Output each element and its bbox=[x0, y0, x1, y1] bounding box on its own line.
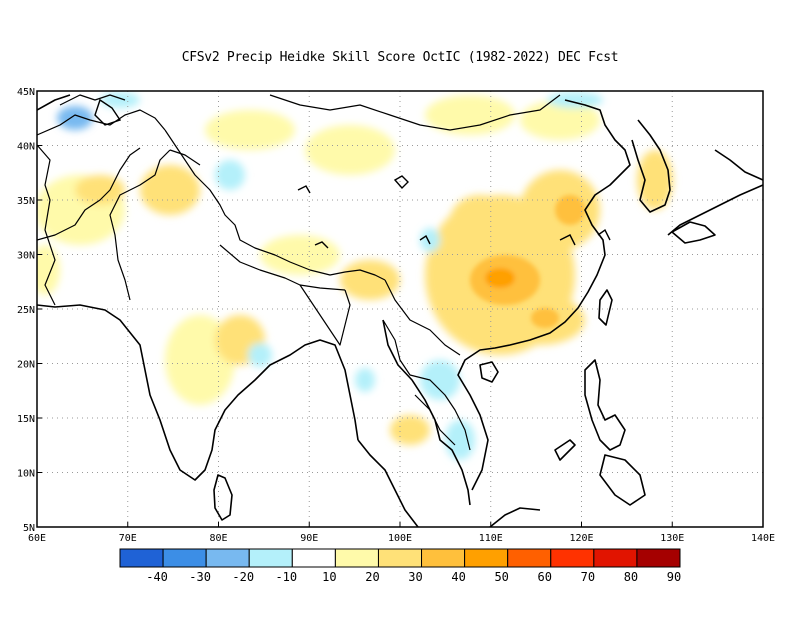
shading-mongolia bbox=[425, 95, 515, 135]
colorbar-swatch bbox=[507, 548, 552, 568]
lakes-rivers bbox=[94, 98, 611, 249]
colorbar-label: 20 bbox=[365, 570, 379, 584]
lat-label: 45N bbox=[17, 87, 35, 98]
colorbar-swatch bbox=[334, 548, 379, 568]
colorbar-swatch bbox=[119, 548, 164, 568]
lat-label: 10N bbox=[17, 469, 35, 480]
lon-label: 120E bbox=[569, 533, 593, 544]
colorbar-swatch bbox=[464, 548, 509, 568]
lat-label: 20N bbox=[17, 360, 35, 371]
colorbar-swatch bbox=[421, 548, 466, 568]
lat-label: 15N bbox=[17, 414, 35, 425]
skill-shading-strong bbox=[470, 195, 585, 328]
lon-label: 60E bbox=[28, 533, 46, 544]
lon-label: 80E bbox=[209, 533, 227, 544]
country-borders bbox=[37, 94, 561, 451]
shading-bengal bbox=[248, 343, 272, 367]
lon-label: 70E bbox=[119, 533, 137, 544]
shading-korea bbox=[637, 150, 673, 210]
colorbar-swatch bbox=[593, 548, 638, 568]
shading-myanmar bbox=[355, 368, 375, 392]
colorbar-label: -40 bbox=[146, 570, 168, 584]
coastlines bbox=[37, 94, 763, 527]
shading-nepal bbox=[260, 235, 340, 275]
colorbar-label: 10 bbox=[322, 570, 336, 584]
shading-tibet-north bbox=[305, 125, 395, 175]
shading-western-china bbox=[205, 110, 295, 150]
shading-sichuan bbox=[450, 195, 510, 245]
colorbar: -40 -30 -20 -10 10 20 30 40 50 60 70 80 90 bbox=[119, 548, 681, 584]
colorbar-label: 30 bbox=[408, 570, 422, 584]
colorbar-swatch bbox=[377, 548, 423, 568]
colorbar-label: -30 bbox=[189, 570, 211, 584]
lat-label: 25N bbox=[17, 305, 35, 316]
shading-pakistan-core bbox=[75, 175, 125, 205]
shading-tibet-east bbox=[420, 228, 440, 252]
colorbar-label: -10 bbox=[275, 570, 297, 584]
colorbar-swatch bbox=[636, 548, 681, 568]
colorbar-label: 70 bbox=[581, 570, 595, 584]
colorbar-swatch bbox=[550, 548, 595, 568]
shading-west-tibet bbox=[215, 160, 245, 190]
lat-label: 5N bbox=[23, 523, 35, 534]
shading-inner-mongolia bbox=[547, 92, 603, 108]
shading-yunnan-west bbox=[340, 260, 400, 300]
map-title: CFSv2 Precip Heidke Skill Score OctIC (1… bbox=[181, 50, 619, 65]
colorbar-label: 50 bbox=[494, 570, 508, 584]
shading-laos bbox=[420, 360, 460, 400]
colorbar-swatch bbox=[291, 548, 336, 568]
lat-label: 40N bbox=[17, 142, 35, 153]
shading-tajikistan bbox=[57, 106, 93, 130]
colorbar-swatch bbox=[205, 548, 250, 568]
lon-label: 140E bbox=[751, 533, 775, 544]
colorbar-label: 60 bbox=[538, 570, 552, 584]
colorbar-label: -20 bbox=[232, 570, 254, 584]
shading-jiangsu-core bbox=[555, 195, 585, 225]
colorbar-swatch bbox=[248, 548, 293, 568]
colorbar-label: 90 bbox=[667, 570, 681, 584]
lon-label: 100E bbox=[388, 533, 412, 544]
lat-label: 35N bbox=[17, 196, 35, 207]
colorbar-label: 80 bbox=[624, 570, 638, 584]
lat-label: 30N bbox=[17, 251, 35, 262]
lon-label: 130E bbox=[660, 533, 684, 544]
latitude-labels: 5N 10N 15N 20N 25N 30N 35N 40N 45N bbox=[17, 87, 42, 534]
longitude-labels: 60E 70E 80E 90E 100E 110E 120E 130E 140E bbox=[28, 522, 775, 544]
shading-thailand-west bbox=[390, 415, 430, 445]
lon-label: 110E bbox=[479, 533, 503, 544]
shading-kyrgyzstan bbox=[100, 92, 140, 108]
shading-guangdong-core bbox=[531, 308, 559, 328]
lon-label: 90E bbox=[300, 533, 318, 544]
shading-hunan-peak bbox=[485, 268, 515, 288]
map-grid bbox=[37, 91, 763, 527]
colorbar-swatch bbox=[162, 548, 207, 568]
colorbar-label: 40 bbox=[451, 570, 465, 584]
shading-north-india bbox=[140, 165, 200, 215]
